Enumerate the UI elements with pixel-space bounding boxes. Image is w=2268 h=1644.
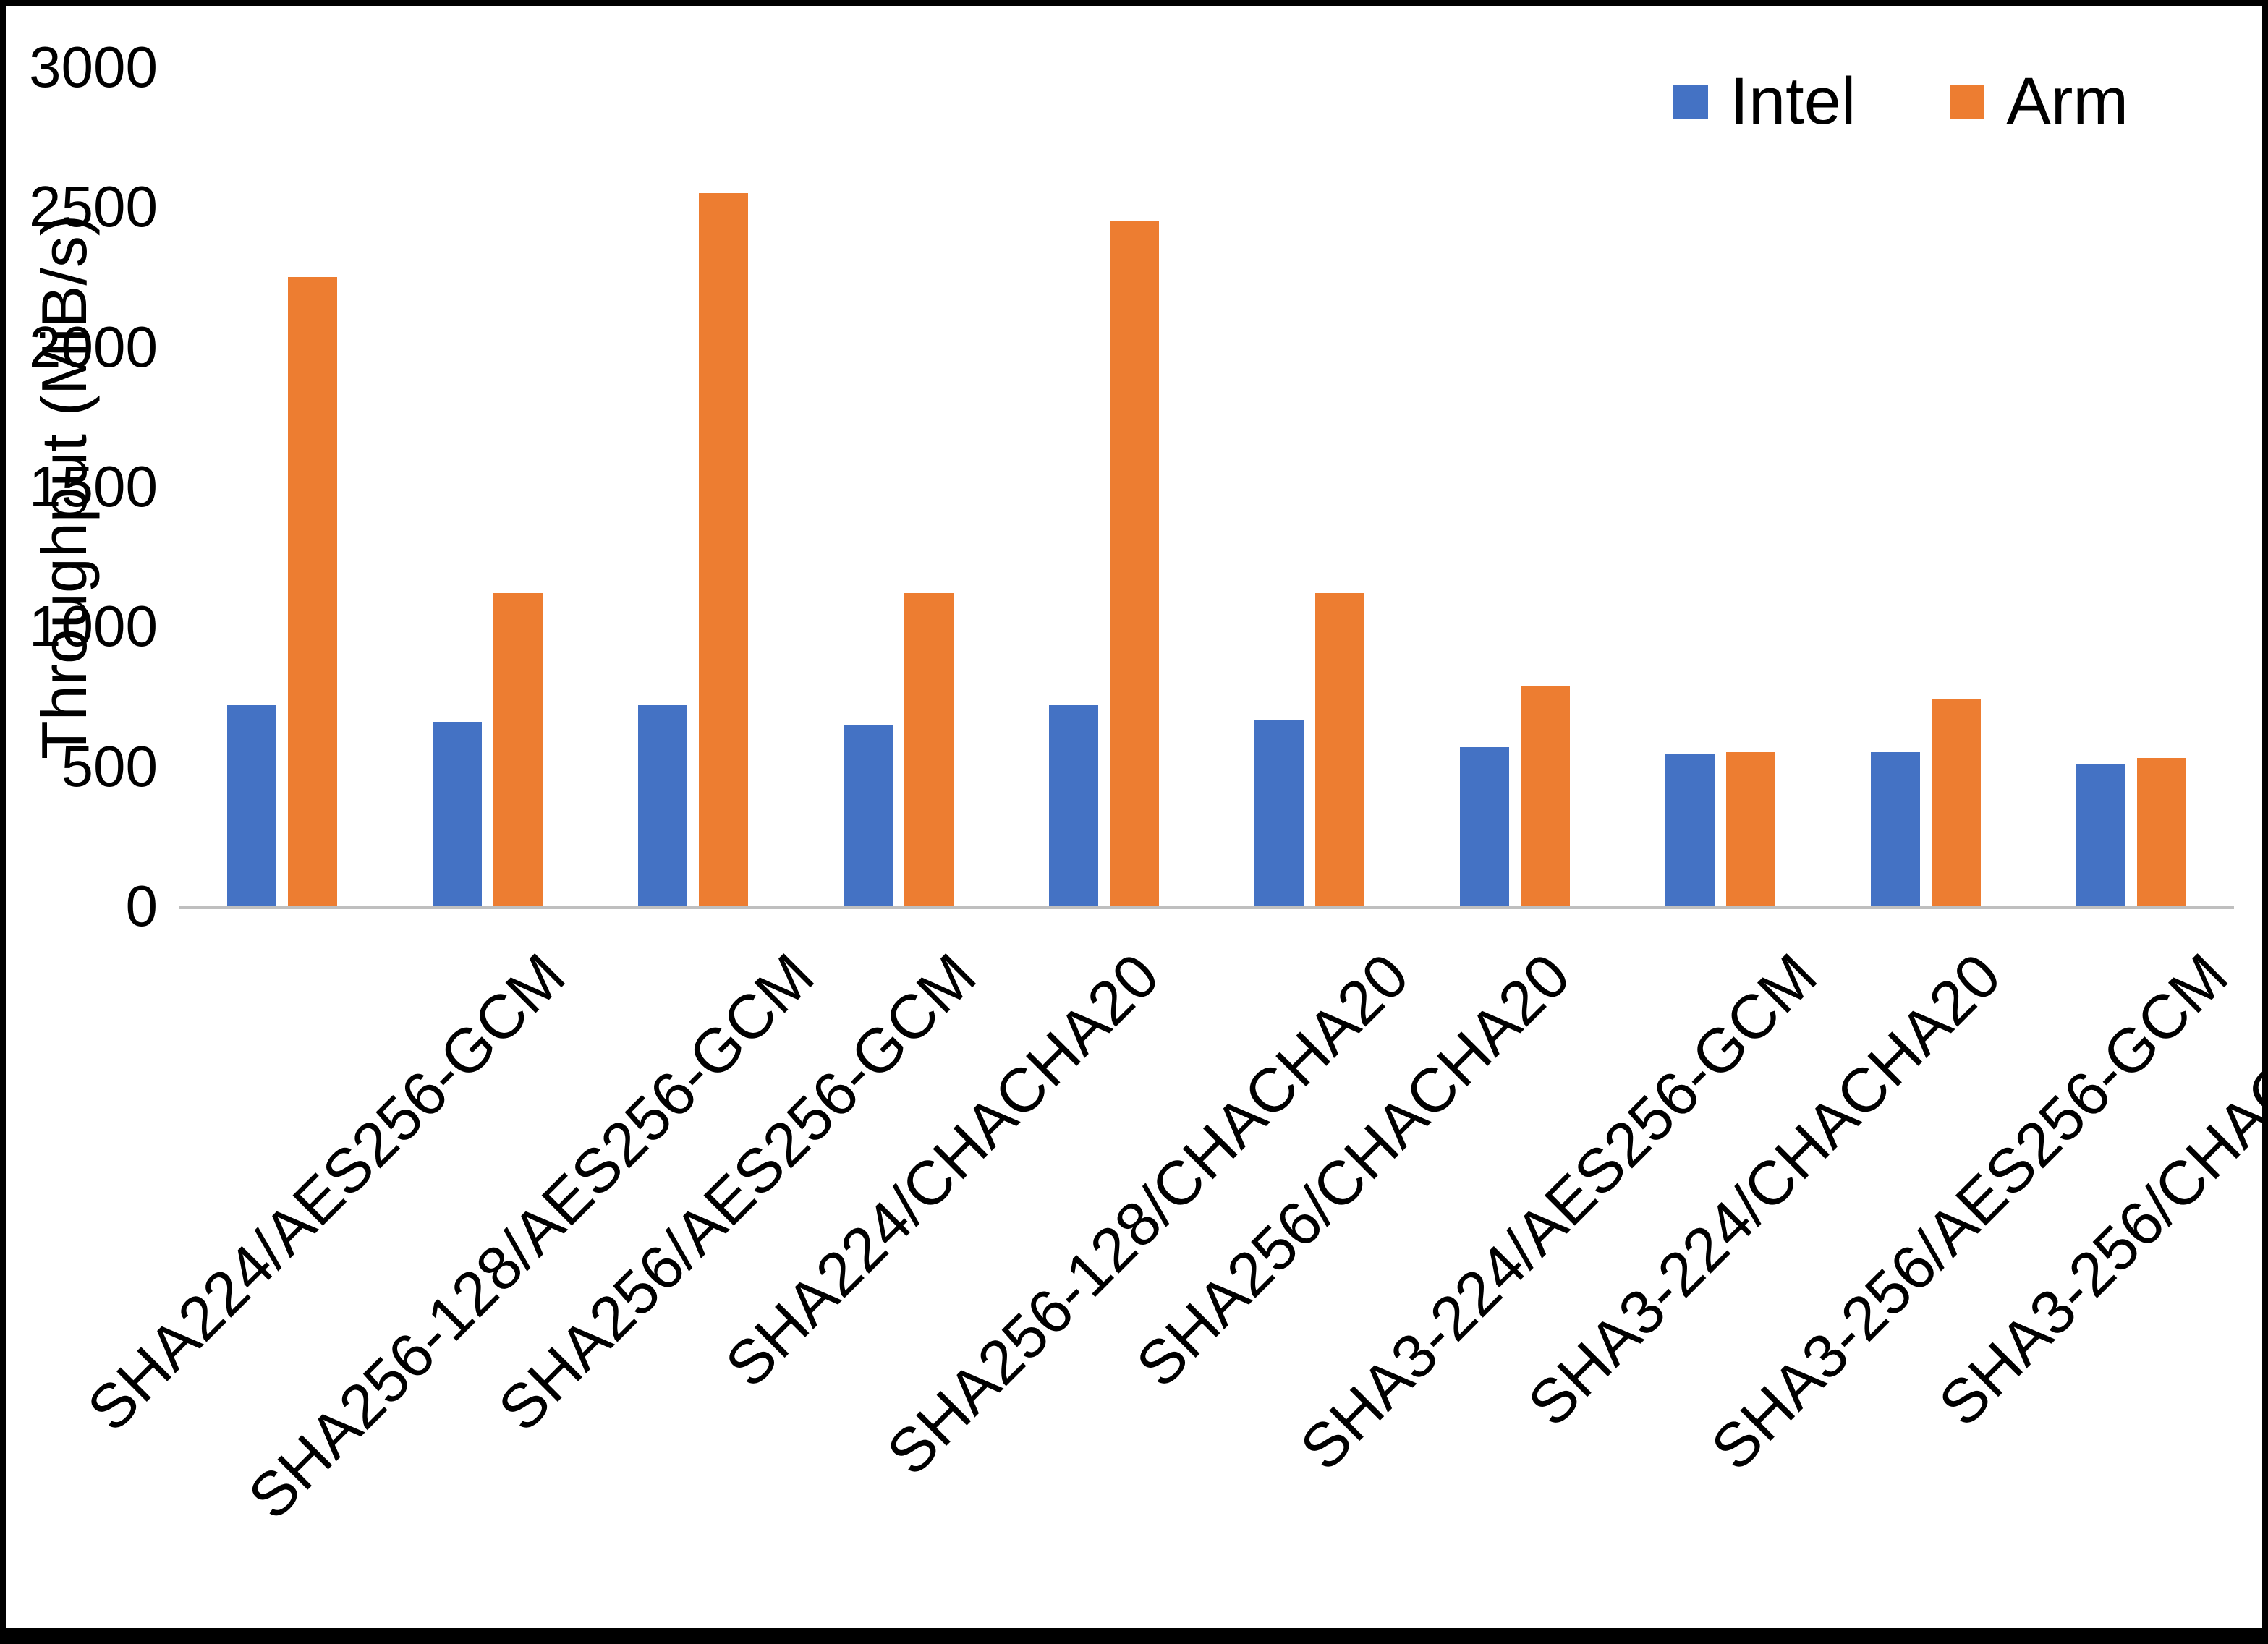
bar-intel bbox=[844, 724, 893, 906]
legend-label: Arm bbox=[2006, 64, 2128, 138]
bar-group bbox=[1001, 67, 1207, 906]
bar-group bbox=[796, 67, 1001, 906]
bar-group bbox=[179, 67, 385, 906]
legend-item-intel: Intel bbox=[1673, 64, 1856, 140]
y-tick-label: 2500 bbox=[29, 174, 158, 239]
legend-swatch-arm bbox=[1950, 84, 1985, 119]
x-tick-label: SHA224/AES256-GCM bbox=[74, 940, 579, 1445]
bar-group bbox=[2029, 67, 2234, 906]
legend-swatch-intel bbox=[1673, 84, 1709, 119]
bar-group bbox=[1207, 67, 1412, 906]
bar-arm bbox=[1726, 752, 1775, 906]
bar-chart-figure: Throughput (MiB/s) 0 500 1000 1500 2000 2500 3… bbox=[6, 6, 2268, 1628]
bar-group bbox=[1412, 67, 1618, 906]
bar-arm bbox=[1932, 699, 1981, 906]
bar-intel bbox=[1460, 746, 1509, 906]
y-tick-label: 2000 bbox=[29, 314, 158, 379]
legend-label: Intel bbox=[1730, 64, 1856, 138]
bar-arm bbox=[493, 592, 543, 906]
bar-arm bbox=[1110, 221, 1159, 906]
legend-item-arm: Arm bbox=[1950, 64, 2128, 140]
bar-arm bbox=[699, 193, 748, 906]
bar-arm bbox=[1521, 685, 1570, 906]
bar-intel bbox=[433, 721, 482, 906]
bar-intel bbox=[1049, 704, 1098, 906]
bar-intel bbox=[1665, 754, 1715, 906]
y-axis: 0 500 1000 1500 2000 2500 3000 bbox=[6, 38, 158, 935]
y-tick-label: 1000 bbox=[29, 594, 158, 659]
bar-arm bbox=[904, 592, 954, 906]
bar-arm bbox=[2137, 758, 2186, 906]
bar-group bbox=[590, 67, 796, 906]
bar-group bbox=[1618, 67, 1823, 906]
bar-arm bbox=[1315, 592, 1364, 906]
bars-container bbox=[179, 67, 2234, 906]
plot-area bbox=[179, 67, 2234, 909]
bar-intel bbox=[2076, 763, 2125, 906]
bar-intel bbox=[638, 704, 687, 906]
bar-intel bbox=[227, 704, 276, 906]
y-tick-label: 500 bbox=[61, 733, 158, 798]
bar-intel bbox=[1871, 752, 1920, 906]
y-tick-label: 3000 bbox=[29, 35, 158, 99]
bar-arm bbox=[288, 277, 337, 906]
y-tick-label: 1500 bbox=[29, 454, 158, 519]
x-axis-labels: SHA224/AES256-GCM SHA256-128/AES256-GCM SH… bbox=[75, 940, 2268, 1609]
bar-intel bbox=[1254, 720, 1304, 906]
legend: Intel Arm bbox=[1673, 64, 2128, 140]
y-tick-label: 0 bbox=[125, 874, 158, 938]
bar-group bbox=[385, 67, 590, 906]
bar-group bbox=[1823, 67, 2029, 906]
